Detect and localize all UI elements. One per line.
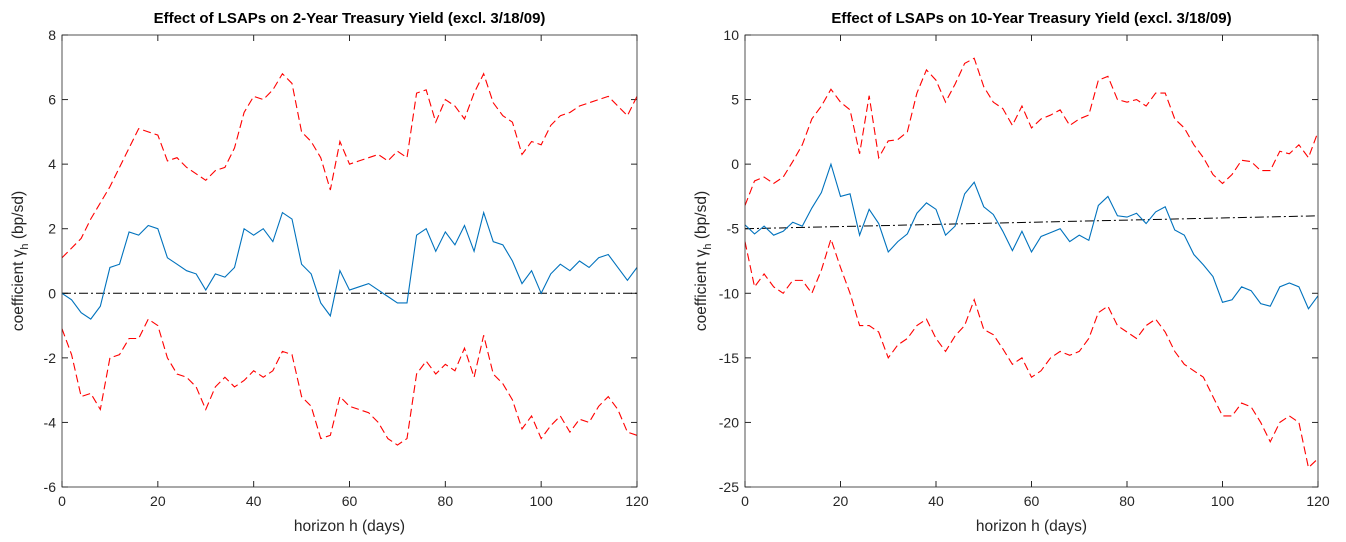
x-tick-label: 100	[1211, 493, 1235, 509]
series-line	[62, 318, 637, 446]
x-tick-label: 80	[438, 493, 454, 509]
x-axis-label: horizon h (days)	[976, 518, 1087, 535]
x-axis-label: horizon h (days)	[294, 518, 405, 535]
y-tick-label: -15	[719, 350, 739, 366]
y-label-suffix: (bp/sd)	[693, 191, 710, 244]
x-tick-label: 20	[833, 493, 849, 509]
y-tick-label: -5	[727, 221, 740, 237]
y-tick-label: 2	[48, 221, 56, 237]
y-tick-label: 6	[48, 92, 56, 108]
y-axis-label: coefficient γh (bp/sd)	[693, 191, 714, 331]
x-tick-label: 120	[1306, 493, 1330, 509]
y-tick-label: 10	[723, 27, 739, 43]
x-tick-label: 40	[246, 493, 262, 509]
x-tick-label: 60	[342, 493, 358, 509]
y-label-suffix: (bp/sd)	[10, 191, 27, 244]
y-tick-label: -6	[44, 479, 57, 495]
x-tick-label: 0	[741, 493, 749, 509]
x-tick-label: 40	[928, 493, 944, 509]
plot-frame	[744, 34, 1319, 488]
series-line	[62, 210, 637, 320]
y-tick-label: -25	[719, 479, 739, 495]
plot-area	[745, 35, 1318, 487]
y-label-subscript: h	[19, 243, 31, 249]
y-tick-label: 0	[731, 156, 739, 172]
y-tick-label: -4	[44, 414, 57, 430]
y-tick-label: 0	[48, 285, 56, 301]
y-tick-label: 5	[731, 92, 739, 108]
x-tick-label: 80	[1119, 493, 1135, 509]
reference-line	[745, 215, 1318, 230]
chart-title: Effect of LSAPs on 2-Year Treasury Yield…	[154, 10, 546, 27]
lines	[62, 72, 637, 446]
y-tick-label: -10	[719, 285, 739, 301]
y-axis-label: coefficient γh (bp/sd)	[10, 191, 31, 331]
series-line	[745, 57, 1318, 206]
x-tick-label: 100	[529, 493, 553, 509]
y-tick-label: 8	[48, 27, 56, 43]
plot-frame	[61, 34, 638, 488]
y-tick-label: -2	[44, 350, 57, 366]
series-line	[62, 72, 637, 259]
plot-area	[62, 35, 637, 487]
y-label-text: coefficient γ	[10, 249, 27, 331]
y-label-text: coefficient γ	[693, 249, 710, 331]
y-tick-label: 4	[48, 156, 56, 172]
y-tick-label: -20	[719, 414, 739, 430]
series-line	[745, 162, 1318, 310]
series-line	[745, 237, 1318, 469]
x-tick-label: 20	[150, 493, 166, 509]
x-tick-label: 0	[58, 493, 66, 509]
x-tick-label: 120	[625, 493, 649, 509]
lines	[745, 57, 1318, 469]
chart-title: Effect of LSAPs on 10-Year Treasury Yiel…	[831, 10, 1231, 27]
y-label-subscript: h	[702, 243, 714, 249]
x-tick-label: 60	[1024, 493, 1040, 509]
